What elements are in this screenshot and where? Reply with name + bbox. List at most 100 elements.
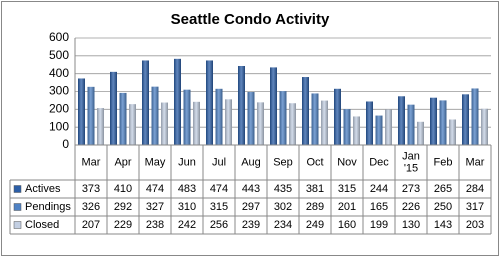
chart-title: Seattle Condo Activity — [171, 11, 330, 28]
bar-shade — [334, 88, 341, 145]
legend-key — [13, 185, 22, 193]
bar-shade — [78, 78, 85, 145]
y-tick-label: 0 — [62, 137, 69, 151]
x-tick-label: Oct — [306, 156, 323, 168]
table-value: 249 — [306, 219, 324, 231]
y-tick-label: 400 — [49, 66, 69, 80]
bar-shade — [161, 102, 168, 145]
bar-shade — [375, 115, 383, 145]
x-tick-label: Jul — [212, 156, 226, 168]
y-tick-label: 300 — [49, 84, 69, 98]
bar-shade — [206, 60, 213, 145]
bar-shade — [238, 65, 245, 145]
table-value: 234 — [274, 219, 292, 231]
bar-shade — [462, 94, 469, 145]
table-value: 410 — [114, 183, 132, 195]
bar-shade — [302, 77, 309, 145]
table-value: 226 — [402, 201, 420, 213]
x-tick-label: Aug — [241, 156, 261, 168]
legend-key — [13, 203, 22, 211]
table-value: 317 — [466, 201, 484, 213]
legend-key — [13, 221, 22, 229]
table-value: 250 — [434, 201, 452, 213]
table-value: 381 — [306, 183, 324, 195]
bar-shade — [87, 86, 95, 145]
table-value: 203 — [466, 219, 484, 231]
table-value: 315 — [338, 183, 356, 195]
bar-shade — [142, 60, 149, 145]
bar-shade — [119, 92, 127, 145]
table-value: 160 — [338, 219, 356, 231]
table-value: 435 — [274, 183, 292, 195]
bar-shade — [247, 92, 255, 145]
bar-shade — [279, 91, 287, 145]
bar-shade — [151, 86, 159, 145]
bar-shade — [270, 67, 277, 145]
bar-shade — [385, 109, 392, 145]
bar-shade — [193, 101, 200, 145]
bar-shade — [321, 100, 328, 145]
table-value: 327 — [146, 201, 164, 213]
table-value: 273 — [402, 183, 420, 195]
table-value: 284 — [466, 183, 484, 195]
bar-shade — [174, 58, 181, 145]
bar-shade — [129, 104, 136, 145]
bar-shade — [225, 99, 232, 145]
bar-shade — [417, 121, 424, 145]
bar-shade — [449, 119, 456, 145]
y-tick-label: 500 — [49, 48, 69, 62]
x-tick-label: Mar — [82, 156, 101, 168]
bar-shade — [439, 100, 447, 145]
table-value: 244 — [370, 183, 388, 195]
table-value: 165 — [370, 201, 388, 213]
table-value: 256 — [210, 219, 228, 231]
x-tick-label: Feb — [434, 156, 453, 168]
bar-shade — [366, 101, 373, 145]
bar-shade — [407, 104, 415, 145]
table-value: 201 — [338, 201, 356, 213]
legend-label: Pendings — [25, 201, 71, 213]
table-value: 483 — [178, 183, 196, 195]
table-value: 130 — [402, 219, 420, 231]
legend-label: Actives — [25, 183, 61, 195]
bar-shade — [257, 102, 264, 145]
x-tick-label: May — [145, 156, 166, 168]
x-tick-label: Dec — [369, 156, 389, 168]
table-value: 474 — [210, 183, 228, 195]
table-value: 292 — [114, 201, 132, 213]
table-value: 143 — [434, 219, 452, 231]
y-tick-label: 600 — [49, 30, 69, 44]
table-value: 474 — [146, 183, 164, 195]
table-value: 373 — [82, 183, 100, 195]
bar-shade — [97, 108, 104, 145]
x-tick-label: Nov — [337, 156, 357, 168]
legend-label: Closed — [25, 219, 59, 231]
table-value: 289 — [306, 201, 324, 213]
table-value: 239 — [242, 219, 260, 231]
table-value: 265 — [434, 183, 452, 195]
table-value: 229 — [114, 219, 132, 231]
y-tick-label: 100 — [49, 119, 69, 133]
bar-shade — [343, 109, 351, 145]
table-value: 199 — [370, 219, 388, 231]
x-tick-label: Jan '15 — [402, 150, 420, 174]
table-value: 443 — [242, 183, 260, 195]
x-tick-label: Sep — [273, 156, 293, 168]
y-tick-label: 200 — [49, 102, 69, 116]
x-tick-label: Mar — [466, 156, 485, 168]
bar-shade — [311, 93, 319, 145]
table-value: 297 — [242, 201, 260, 213]
table-value: 310 — [178, 201, 196, 213]
table-value: 302 — [274, 201, 292, 213]
bar-shade — [183, 89, 191, 145]
bar-shade — [471, 88, 479, 145]
bar-shade — [481, 108, 488, 145]
bar-shade — [110, 71, 117, 145]
bar-shade — [215, 88, 223, 145]
x-tick-label: Jun — [178, 156, 196, 168]
bar-shade — [289, 103, 296, 145]
bar-shade — [398, 96, 405, 145]
table-value: 315 — [210, 201, 228, 213]
table-value: 238 — [146, 219, 164, 231]
